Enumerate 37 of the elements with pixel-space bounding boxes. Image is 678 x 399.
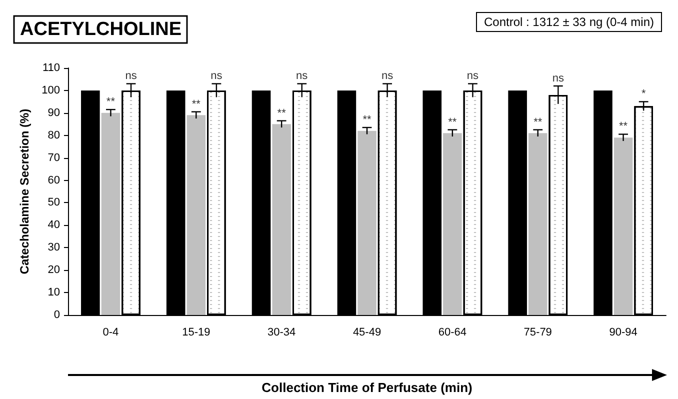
data-label: ns <box>552 72 564 84</box>
data-label: ** <box>619 120 628 133</box>
x-tick-label: 15-19 <box>182 326 210 338</box>
data-label: ns <box>381 70 394 82</box>
data-label: ns <box>466 70 480 82</box>
x-tick-label: 45-49 <box>352 326 382 338</box>
x-tick-label: 75-79 <box>524 326 552 338</box>
y-tick-label: 30 <box>48 242 60 254</box>
data-label: ns <box>210 70 223 82</box>
y-tick-label: 20 <box>48 264 60 276</box>
y-tick-label: 0 <box>54 309 60 321</box>
y-tick-label: 100 <box>42 84 60 96</box>
y-tick-label: 70 <box>48 152 60 164</box>
x-tick-label: 60-64 <box>438 326 466 338</box>
x-tick-label: 0-4 <box>102 326 119 338</box>
data-label: ** <box>534 116 543 128</box>
y-tick-label: 90 <box>48 106 60 119</box>
y-tick-label: 50 <box>48 196 60 209</box>
y-axis-title: Catecholamine Secretion (%) <box>18 108 32 274</box>
data-label: ** <box>277 107 287 120</box>
y-tick-label: 80 <box>48 129 60 142</box>
y-tick-label: 60 <box>48 174 60 186</box>
text: Control : 1312 ± 33 ng (0-4 min) <box>484 15 654 29</box>
x-tick-label: 30-34 <box>268 326 296 338</box>
data-label: * <box>641 88 646 100</box>
x-tick-label: 90-94 <box>609 326 638 338</box>
y-tick-label: 110 <box>42 62 60 74</box>
data-label: ** <box>448 116 458 128</box>
y-tick-label: 40 <box>48 219 60 232</box>
x-axis-title: Collection Time of Perfusate (min) <box>262 380 472 395</box>
data-label: ** <box>106 96 116 108</box>
data-label: ns <box>296 70 308 82</box>
y-tick-label: 10 <box>48 286 60 299</box>
data-label: ns <box>125 70 138 82</box>
chart-title: ACETYLCHOLINE <box>20 19 182 40</box>
data-label: ** <box>362 114 372 126</box>
data-label: ** <box>192 98 202 110</box>
